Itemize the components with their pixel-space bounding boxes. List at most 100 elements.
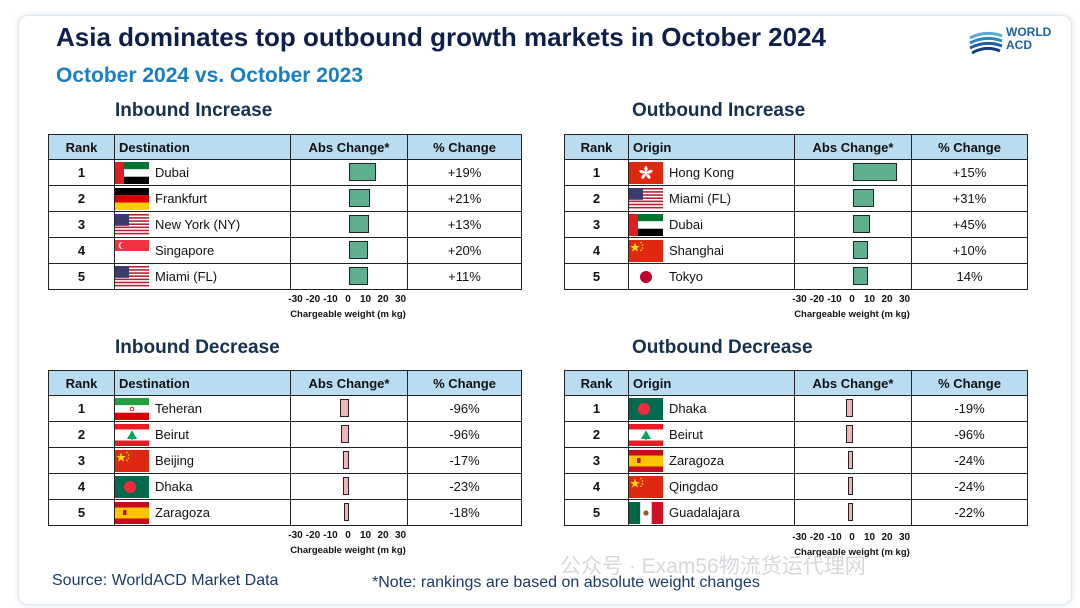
table-header-row: Rank Origin Abs Change*% Change [564,134,1028,160]
pct-change-cell: +19% [407,159,522,186]
spain-flag [115,501,149,524]
rank-cell: 3 [48,211,115,238]
abs-change-cell [290,185,408,212]
rank-cell: 4 [48,473,115,500]
location-cell: Dubai [114,159,291,186]
location-cell: Dhaka [114,473,291,500]
abs-change-bar [344,503,349,521]
x-tick-label: 20 [881,532,893,543]
x-tick-label: 0 [345,530,351,541]
rank-cell: 3 [564,447,629,474]
pct-change-cell: +13% [407,211,522,238]
location-name: Dhaka [669,401,707,416]
china-flag [629,475,663,498]
table-row: 4 Singapore +20% [48,237,522,264]
header-pct-change: % Change [911,370,1028,396]
abs-change-bar [340,399,349,417]
x-tick-label: -30 [288,294,303,305]
abs-change-bar [349,241,368,259]
abs-change-bar [349,189,370,207]
header-rank: Rank [564,134,629,160]
rank-cell: 2 [48,185,115,212]
location-name: Singapore [155,243,215,258]
x-tick-label: 30 [898,532,911,543]
location-cell: New York (NY) [114,211,291,238]
x-axis-title: Chargeable weight (m kg) [794,547,910,558]
abs-change-cell [794,421,912,448]
header-pct-change: % Change [407,370,522,396]
pct-change-cell: +15% [911,159,1028,186]
location-name: Qingdao [669,479,719,494]
location-cell: Frankfurt [114,185,291,212]
location-cell: Shanghai [628,237,795,264]
abs-change-cell [794,499,912,526]
location-name: Beirut [669,427,703,442]
header-rank: Rank [48,370,115,396]
outbound-decrease-x-axis: -30 -20 -10 0 10 20 30 Chargeable weight (m kg) [792,532,911,562]
x-tick-label: 20 [881,294,893,305]
inbound-increase-table: Rank Destination Abs Change*% Change 1 Dubai… [48,134,522,290]
rank-cell: 1 [48,395,115,422]
rank-cell: 2 [48,421,115,448]
uae-flag [115,161,149,184]
location-name: Frankfurt [155,191,208,206]
abs-change-cell [290,237,408,264]
location-cell: Dubai [628,211,795,238]
abs-change-cell [290,395,408,422]
table-header-row: Rank Destination Abs Change*% Change [48,134,522,160]
x-tick-label: 10 [359,294,372,305]
rank-cell: 3 [48,447,115,474]
x-tick-label: -10 [323,530,338,541]
pct-change-cell: -96% [407,395,522,422]
table-row: 5 Guadalajara -22% [564,499,1028,526]
location-name: Dubai [155,165,189,180]
table-row: 1 Hong Kong +15% [564,159,1028,186]
location-name: Zaragoza [669,453,724,468]
location-cell: Guadalajara [628,499,795,526]
watermark: 公众号 · Exam56物流货运代理网 [560,555,866,578]
location-name: Dhaka [155,479,193,494]
location-name: Beijing [155,453,195,468]
usa-flag [629,187,663,210]
logo-text: WORLD ACD [1006,26,1051,52]
abs-change-cell [794,211,912,238]
usa-flag [115,213,149,236]
china-flag [115,449,149,472]
table-row: 1 Teheran -96% [48,395,522,422]
x-tick-label: -20 [305,530,321,541]
pct-change-cell: -18% [407,499,522,526]
bangladesh-flag [629,397,663,420]
inbound-decrease-table: Rank Destination Abs Change*% Change 1 Teher… [48,370,522,526]
location-cell: Tokyo [628,263,795,290]
table-header-row: Rank Origin Abs Change*% Change [564,370,1028,396]
lebanon-flag [629,423,663,446]
pct-change-cell: +45% [911,211,1028,238]
table-row: 3 Dubai +45% [564,211,1028,238]
abs-change-cell [290,159,408,186]
table-row: 1 Dhaka -19% [564,395,1028,422]
table-row: 4 Dhaka -23% [48,473,522,500]
pct-change-cell: +11% [407,263,522,290]
table-row: 2 Frankfurt +21% [48,185,522,212]
x-tick-label: 0 [849,532,855,543]
rank-cell: 5 [564,263,629,290]
location-cell: Beirut [628,421,795,448]
spain-flag [629,449,663,472]
worldacd-logo: WORLD ACD [968,26,1058,56]
outbound-decrease-title: Outbound Decrease [632,337,813,358]
header-rank: Rank [48,134,115,160]
x-tick-label: -10 [827,532,842,543]
rank-cell: 2 [564,185,629,212]
abs-change-bar [846,425,853,443]
bangladesh-flag [115,475,149,498]
mexico-flag [629,501,663,524]
x-tick-label: -30 [288,530,303,541]
table-row: 4 Qingdao -24% [564,473,1028,500]
pct-change-cell: -19% [911,395,1028,422]
location-cell: Teheran [114,395,291,422]
x-tick-label: -20 [809,532,825,543]
abs-change-cell [290,263,408,290]
abs-change-cell [794,447,912,474]
table-row: 3 Beijing -17% [48,447,522,474]
location-cell: Hong Kong [628,159,795,186]
